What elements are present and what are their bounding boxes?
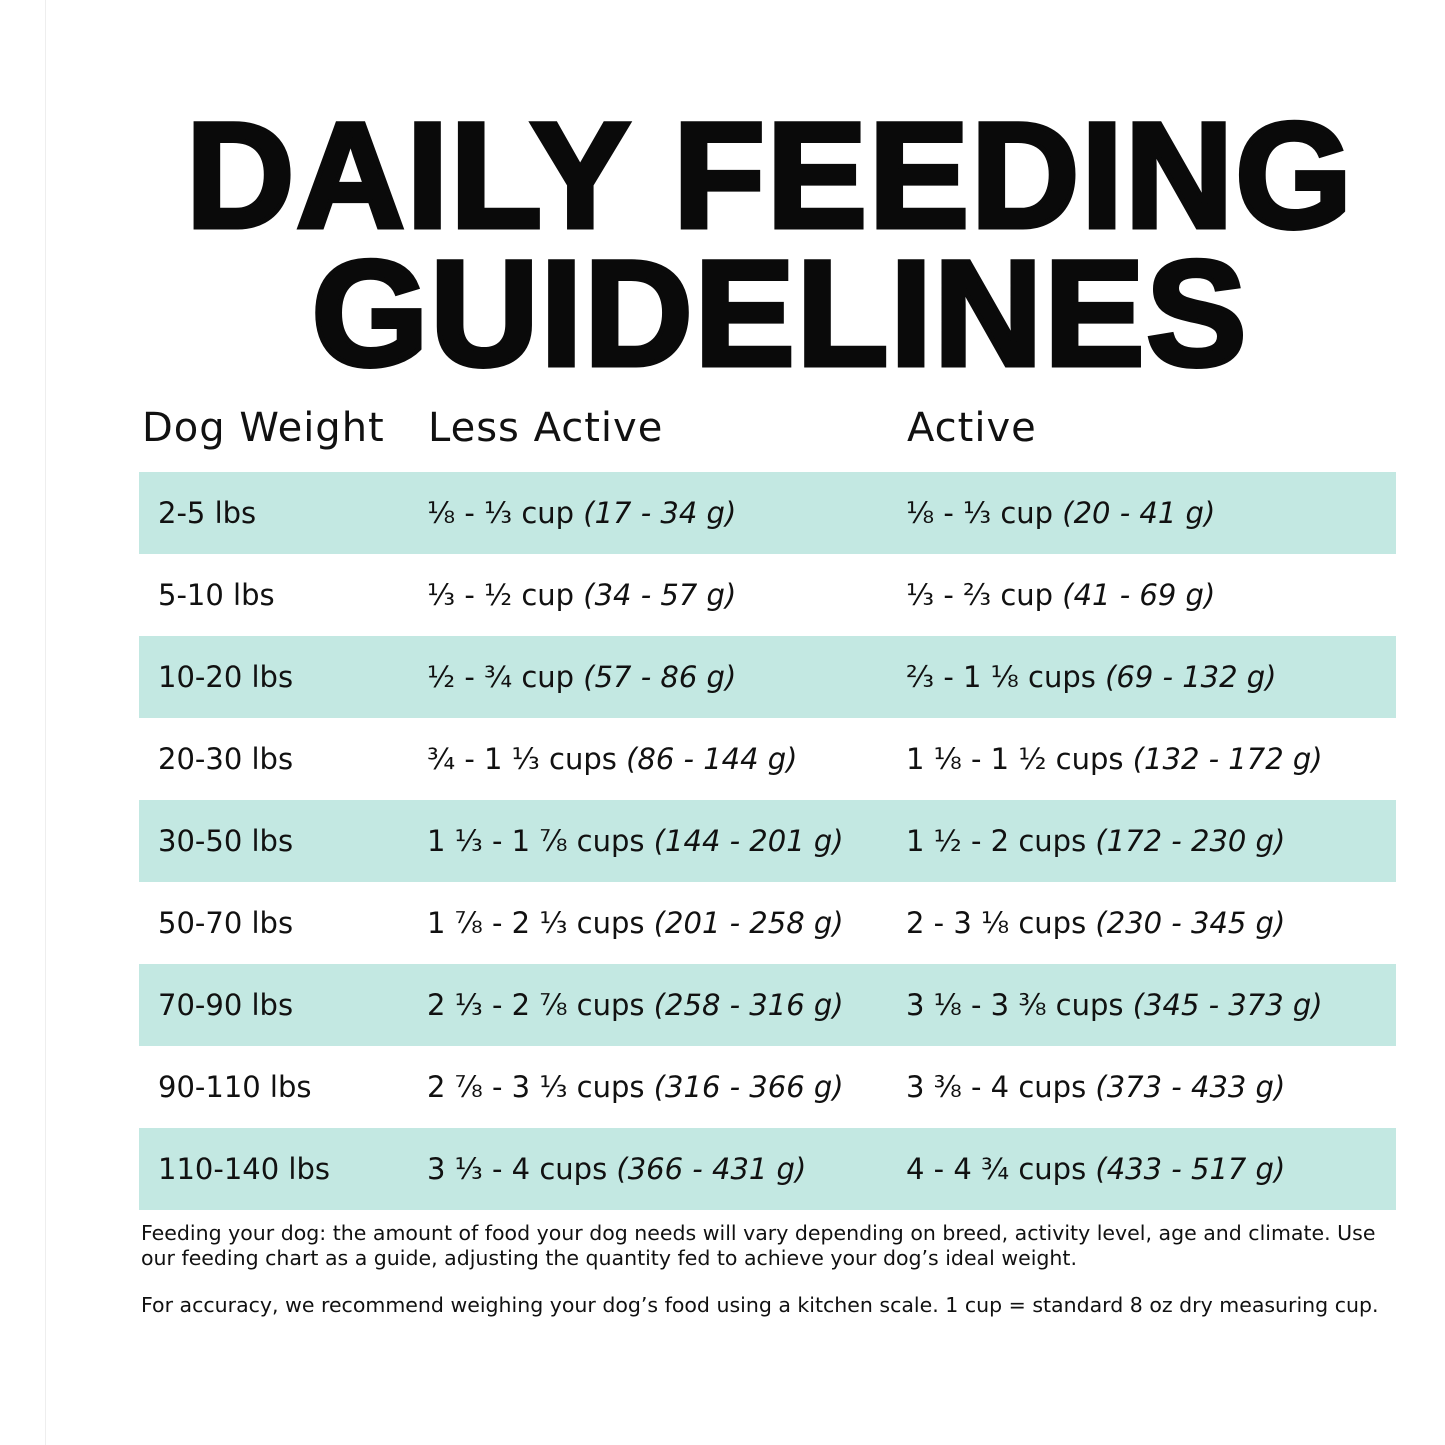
header-less-active: Less Active: [428, 405, 664, 451]
weight-text: 50-70 lbs: [158, 906, 294, 940]
weight-text: 30-50 lbs: [158, 824, 294, 858]
weight-cell: 5-10 lbs: [158, 578, 275, 612]
grams-text: (201 - 258 g): [653, 906, 844, 940]
cups-text: 2 ⅓ - 2 ⅞ cups: [427, 988, 645, 1022]
weight-text: 10-20 lbs: [158, 660, 294, 694]
weight-cell: 90-110 lbs: [158, 1070, 312, 1104]
cups-text: ⅓ - ⅔ cup: [906, 578, 1054, 612]
cups-text: ¾ - 1 ⅓ cups: [427, 742, 617, 776]
cups-text: ⅛ - ⅓ cup: [906, 496, 1054, 530]
less-active-cell: ¾ - 1 ⅓ cups (86 - 144 g): [427, 742, 798, 776]
less-active-cell: 1 ⅓ - 1 ⅞ cups (144 - 201 g): [427, 824, 844, 858]
grams-text: (17 - 34 g): [583, 496, 737, 530]
page-edge: [45, 0, 46, 1445]
less-active-cell: 1 ⅞ - 2 ⅓ cups (201 - 258 g): [427, 906, 844, 940]
weight-cell: 2-5 lbs: [158, 496, 256, 530]
note-accuracy: For accuracy, we recommend weighing your…: [141, 1293, 1379, 1317]
cups-text: 3 ⅜ - 4 cups: [906, 1070, 1087, 1104]
cups-text: ⅔ - 1 ⅛ cups: [906, 660, 1096, 694]
less-active-cell: 2 ⅓ - 2 ⅞ cups (258 - 316 g): [427, 988, 844, 1022]
grams-text: (20 - 41 g): [1062, 496, 1216, 530]
cups-text: 3 ⅓ - 4 cups: [427, 1152, 608, 1186]
grams-text: (172 - 230 g): [1095, 824, 1286, 858]
cups-text: 1 ⅛ - 1 ½ cups: [906, 742, 1124, 776]
grams-text: (69 - 132 g): [1105, 660, 1277, 694]
active-cell: ⅛ - ⅓ cup (20 - 41 g): [906, 496, 1215, 530]
cups-text: 1 ⅓ - 1 ⅞ cups: [427, 824, 645, 858]
active-cell: 1 ½ - 2 cups (172 - 230 g): [906, 824, 1285, 858]
table-row: 2-5 lbs ⅛ - ⅓ cup (17 - 34 g) ⅛ - ⅓ cup (2…: [139, 472, 1396, 554]
header-active: Active: [907, 405, 1037, 451]
active-cell: 1 ⅛ - 1 ½ cups (132 - 172 g): [906, 742, 1323, 776]
active-cell: ⅔ - 1 ⅛ cups (69 - 132 g): [906, 660, 1277, 694]
table-row: 70-90 lbs 2 ⅓ - 2 ⅞ cups (258 - 316 g) 3 ⅛…: [139, 964, 1396, 1046]
grams-text: (366 - 431 g): [616, 1152, 807, 1186]
grams-text: (132 - 172 g): [1132, 742, 1323, 776]
active-cell: 2 - 3 ⅛ cups (230 - 345 g): [906, 906, 1285, 940]
less-active-cell: 2 ⅞ - 3 ⅓ cups (316 - 366 g): [427, 1070, 844, 1104]
grams-text: (86 - 144 g): [626, 742, 798, 776]
weight-cell: 50-70 lbs: [158, 906, 293, 940]
weight-text: 20-30 lbs: [158, 742, 294, 776]
grams-text: (57 - 86 g): [583, 660, 737, 694]
less-active-cell: ⅓ - ½ cup (34 - 57 g): [427, 578, 736, 612]
cups-text: ½ - ¾ cup: [427, 660, 575, 694]
weight-text: 90-110 lbs: [158, 1070, 312, 1104]
weight-cell: 10-20 lbs: [158, 660, 293, 694]
grams-text: (373 - 433 g): [1095, 1070, 1286, 1104]
cups-text: 4 - 4 ¾ cups: [906, 1152, 1087, 1186]
active-cell: 3 ⅜ - 4 cups (373 - 433 g): [906, 1070, 1285, 1104]
grams-text: (258 - 316 g): [653, 988, 844, 1022]
table-row: 30-50 lbs 1 ⅓ - 1 ⅞ cups (144 - 201 g) 1 ½…: [139, 800, 1396, 882]
weight-text: 70-90 lbs: [158, 988, 294, 1022]
cups-text: 3 ⅛ - 3 ⅜ cups: [906, 988, 1124, 1022]
weight-text: 110-140 lbs: [158, 1152, 330, 1186]
weight-text: 5-10 lbs: [158, 578, 275, 612]
cups-text: 1 ⅞ - 2 ⅓ cups: [427, 906, 645, 940]
grams-text: (345 - 373 g): [1132, 988, 1323, 1022]
weight-cell: 20-30 lbs: [158, 742, 293, 776]
less-active-cell: ½ - ¾ cup (57 - 86 g): [427, 660, 736, 694]
grams-text: (144 - 201 g): [653, 824, 844, 858]
grams-text: (316 - 366 g): [653, 1070, 844, 1104]
weight-cell: 30-50 lbs: [158, 824, 293, 858]
grams-text: (34 - 57 g): [583, 578, 737, 612]
title-line-2: GUIDELINES: [309, 229, 1249, 397]
active-cell: 4 - 4 ¾ cups (433 - 517 g): [906, 1152, 1285, 1186]
grams-text: (41 - 69 g): [1062, 578, 1216, 612]
cups-text: 1 ½ - 2 cups: [906, 824, 1087, 858]
cups-text: ⅓ - ½ cup: [427, 578, 575, 612]
grams-text: (230 - 345 g): [1095, 906, 1286, 940]
header-dog-weight: Dog Weight: [142, 405, 385, 451]
table-row: 10-20 lbs ½ - ¾ cup (57 - 86 g) ⅔ - 1 ⅛ cu…: [139, 636, 1396, 718]
note-feeding: Feeding your dog: the amount of food you…: [141, 1221, 1376, 1270]
table-row: 90-110 lbs 2 ⅞ - 3 ⅓ cups (316 - 366 g) 3 …: [139, 1046, 1396, 1128]
title-line-1: DAILY FEEDING: [184, 91, 1355, 259]
weight-cell: 70-90 lbs: [158, 988, 293, 1022]
less-active-cell: 3 ⅓ - 4 cups (366 - 431 g): [427, 1152, 806, 1186]
less-active-cell: ⅛ - ⅓ cup (17 - 34 g): [427, 496, 736, 530]
cups-text: 2 - 3 ⅛ cups: [906, 906, 1087, 940]
table-row: 20-30 lbs ¾ - 1 ⅓ cups (86 - 144 g) 1 ⅛ - …: [139, 718, 1396, 800]
table-row: 110-140 lbs 3 ⅓ - 4 cups (366 - 431 g) 4 -…: [139, 1128, 1396, 1210]
weight-text: 2-5 lbs: [158, 496, 257, 530]
weight-cell: 110-140 lbs: [158, 1152, 330, 1186]
active-cell: ⅓ - ⅔ cup (41 - 69 g): [906, 578, 1215, 612]
active-cell: 3 ⅛ - 3 ⅜ cups (345 - 373 g): [906, 988, 1323, 1022]
cups-text: 2 ⅞ - 3 ⅓ cups: [427, 1070, 645, 1104]
feeding-table: 2-5 lbs ⅛ - ⅓ cup (17 - 34 g) ⅛ - ⅓ cup (2…: [139, 472, 1396, 1210]
table-row: 5-10 lbs ⅓ - ½ cup (34 - 57 g) ⅓ - ⅔ cup (…: [139, 554, 1396, 636]
grams-text: (433 - 517 g): [1095, 1152, 1286, 1186]
cups-text: ⅛ - ⅓ cup: [427, 496, 575, 530]
table-row: 50-70 lbs 1 ⅞ - 2 ⅓ cups (201 - 258 g) 2 -…: [139, 882, 1396, 964]
